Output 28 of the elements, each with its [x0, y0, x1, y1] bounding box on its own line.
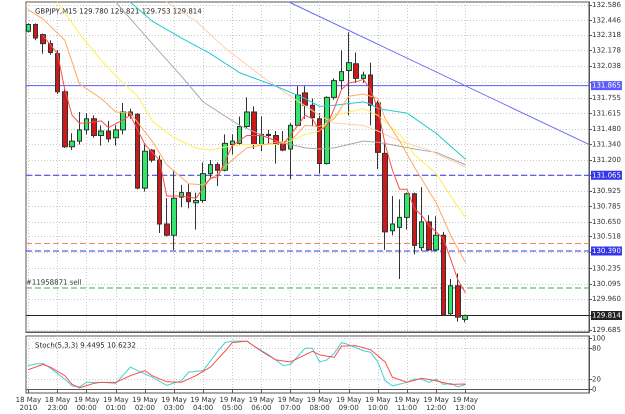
- candlestick: [77, 111, 82, 145]
- candlestick: [237, 116, 242, 145]
- candlestick: [215, 162, 220, 186]
- candlestick: [310, 98, 315, 128]
- candlestick: [230, 134, 235, 156]
- candlestick: [448, 278, 453, 316]
- candlestick: [33, 22, 38, 41]
- candlestick: [361, 71, 366, 84]
- candlestick: [26, 22, 31, 33]
- candlestick: [382, 142, 388, 250]
- candlestick: [441, 231, 446, 316]
- candlestick: [419, 186, 424, 252]
- candlestick: [55, 50, 60, 95]
- candlestick: [404, 192, 410, 230]
- candlestick: [317, 112, 322, 174]
- line-series: [28, 9, 466, 263]
- candlestick: [397, 198, 402, 280]
- candlestick: [390, 196, 395, 236]
- candlestick: [412, 192, 417, 255]
- candlestick: [157, 155, 162, 234]
- candlestick: [135, 112, 140, 190]
- candlestick: [106, 120, 111, 143]
- candlestick: [186, 183, 191, 209]
- candlestick: [339, 50, 344, 90]
- candlestick: [208, 160, 213, 179]
- candlestick: [84, 112, 89, 135]
- candlestick: [40, 33, 46, 54]
- candlestick: [266, 129, 271, 145]
